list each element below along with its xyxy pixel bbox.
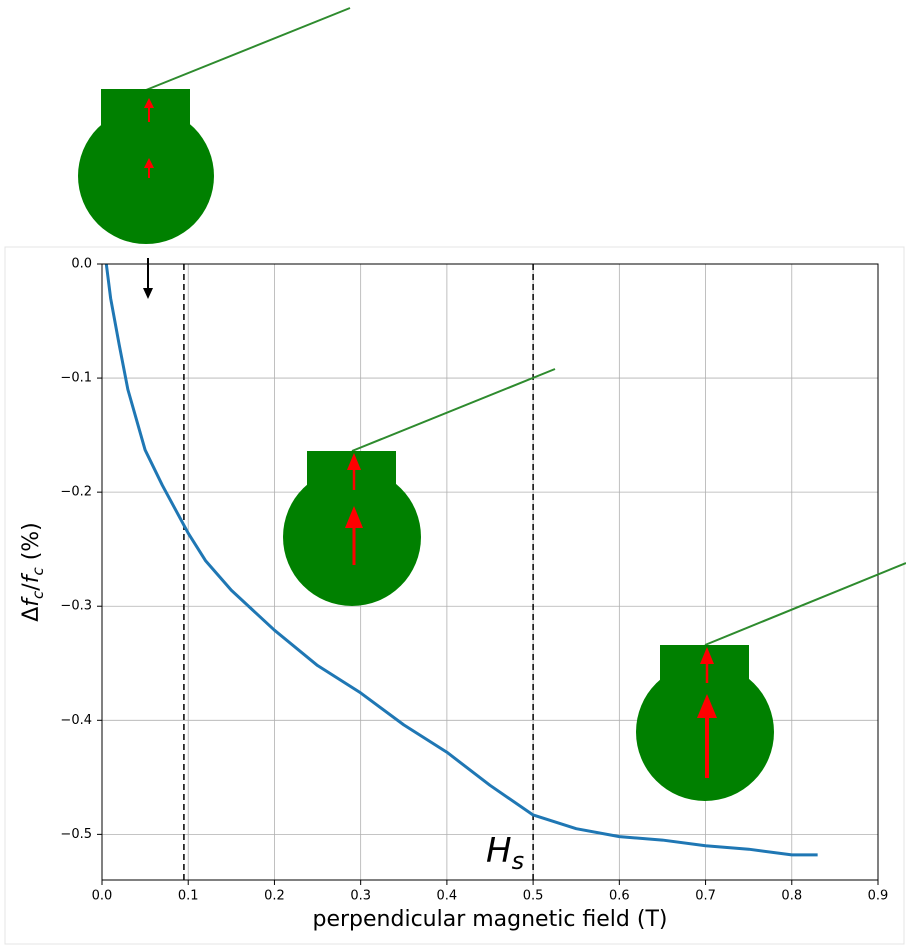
x-tick-label: 0.5	[523, 889, 544, 904]
pointer-line	[351, 368, 556, 452]
figure-frame	[4, 246, 905, 945]
y-tick-label: −0.3	[60, 599, 92, 614]
annotation: Hs	[486, 831, 524, 876]
diagram-middle	[283, 368, 556, 606]
x-tick-label: 0.4	[437, 889, 458, 904]
tab	[660, 645, 749, 685]
y-label-part: c	[29, 590, 47, 599]
y-label-part: (%)	[19, 522, 44, 567]
black-arrow-head	[143, 288, 153, 299]
pointer-line	[704, 562, 906, 646]
diagram-bottom	[636, 562, 906, 801]
tab	[307, 451, 396, 491]
x-tick-label: 0.6	[609, 889, 630, 904]
y-label-part: f	[19, 596, 44, 607]
x-tick-label: 0.1	[178, 889, 199, 904]
pointer-line	[145, 7, 351, 91]
annotation-main: H	[486, 831, 512, 871]
y-tick-label: −0.4	[60, 713, 92, 728]
arrow-head	[144, 158, 154, 168]
y-label-part: /	[19, 583, 44, 591]
y-tick-label: −0.1	[60, 371, 92, 386]
arrow-head	[144, 98, 154, 108]
y-axis-label: Δfc/fc (%)	[19, 522, 47, 622]
x-tick-label: 0.8	[781, 889, 802, 904]
y-label-part: c	[29, 567, 47, 576]
x-tick-label: 0.7	[695, 889, 716, 904]
y-tick-label: 0.0	[71, 257, 92, 272]
x-tick-label: 0.3	[350, 889, 371, 904]
y-label-part: f	[19, 572, 44, 583]
y-label-part: Δ	[19, 607, 44, 622]
arrow-head	[345, 506, 363, 528]
x-tick-label: 0.9	[868, 889, 889, 904]
plot-frame	[101, 263, 879, 881]
x-axis-label: perpendicular magnetic field (T)	[313, 907, 668, 932]
arrow-head	[700, 647, 714, 664]
y-tick-label: −0.5	[60, 827, 92, 842]
x-tick-label: 0.2	[264, 889, 285, 904]
annotation-sub: s	[512, 847, 525, 875]
x-tick-label: 0.0	[92, 889, 113, 904]
diagram-top	[78, 7, 351, 244]
disk	[283, 468, 421, 606]
arrow-head	[697, 694, 717, 718]
y-tick-label: −0.2	[60, 485, 92, 500]
data-line	[104, 263, 818, 857]
disk	[78, 108, 214, 244]
arrow-head	[347, 453, 361, 470]
